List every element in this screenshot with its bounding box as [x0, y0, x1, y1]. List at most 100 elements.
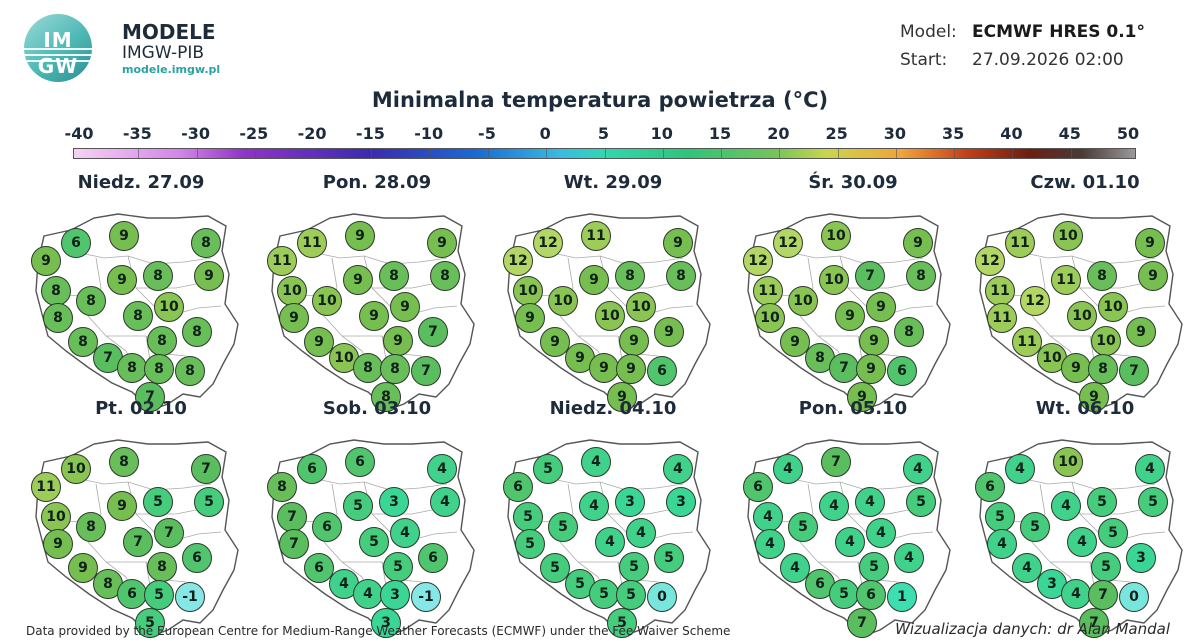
temperature-marker: 4 [663, 454, 693, 484]
temperature-marker: 9 [1061, 353, 1091, 383]
temperature-marker: 9 [383, 326, 413, 356]
temperature-marker: 4 [1067, 527, 1097, 557]
temperature-marker: 1 [887, 582, 917, 612]
temperature-marker: 10 [755, 303, 785, 333]
temperature-marker: 8 [143, 261, 173, 291]
temperature-marker: 4 [1051, 491, 1081, 521]
temperature-marker: 10 [1098, 292, 1128, 322]
forecast-panel: Pon. 28.09 11 11 9 9 8 10 10 9 8 9 9 9 9 7 9 10 8 8 7 8 [262, 172, 492, 412]
panel-date: Pon. 05.10 [798, 398, 908, 419]
temperature-marker: 7 [1079, 608, 1109, 638]
temperature-marker: 8 [144, 354, 174, 384]
temperature-marker: 5 [859, 552, 889, 582]
model-info: Model: ECMWF HRES 0.1° Start: 27.09.2026 0… [900, 22, 1145, 78]
temperature-marker: 6 [297, 454, 327, 484]
temperature-marker: 8 [1088, 354, 1118, 384]
temperature-marker: 9 [1126, 317, 1156, 347]
temperature-marker: 8 [191, 228, 221, 258]
temperature-marker: 5 [1138, 487, 1168, 517]
temperature-marker: 4 [1135, 454, 1165, 484]
temperature-marker: 10 [312, 286, 342, 316]
temperature-marker: 10 [277, 276, 307, 306]
temperature-marker: 4 [1061, 579, 1091, 609]
temperature-marker: 5 [359, 527, 389, 557]
temperature-marker: 4 [773, 454, 803, 484]
temperature-marker: 8 [175, 356, 205, 386]
temperature-marker: 9 [107, 265, 137, 295]
temperature-marker: 5 [829, 579, 859, 609]
brand-block: MODELE IMGW-PIB modele.imgw.pl [122, 20, 220, 76]
colorbar-tick: 5 [597, 124, 610, 143]
forecast-panel: Pon. 05.10 6 4 7 4 5 4 5 4 4 4 4 4 4 4 5 6 5 6 1 7 [738, 398, 968, 638]
data-credit: Data provided by the European Centre for… [26, 624, 731, 638]
temperature-marker: 10 [61, 454, 91, 484]
temperature-marker: 4 [866, 518, 896, 548]
temperature-marker: 11 [1012, 327, 1042, 357]
model-label: Model: [900, 22, 957, 42]
temperature-marker: -1 [411, 582, 441, 612]
temperature-marker: 4 [581, 447, 611, 477]
temperature-marker: 8 [615, 261, 645, 291]
panel-date: Wt. 29.09 [563, 172, 663, 193]
colorbar-tick: -10 [414, 124, 444, 143]
temperature-marker: 4 [579, 491, 609, 521]
temperature-marker: 9 [616, 354, 646, 384]
temperature-marker: 9 [1135, 228, 1165, 258]
temperature-marker: 6 [117, 579, 147, 609]
temperature-marker: 8 [371, 382, 401, 412]
temperature-marker: 9 [390, 292, 420, 322]
temperature-marker: 5 [616, 580, 646, 610]
temperature-marker: 0 [1119, 582, 1149, 612]
temperature-marker: 5 [788, 512, 818, 542]
temperature-marker: 8 [380, 354, 410, 384]
colorbar-tick: 30 [883, 124, 907, 143]
forecast-panel: Czw. 01.10 12 11 10 9 9 11 12 11 8 11 10 10 11 9 10 10 9 8… [970, 172, 1200, 412]
panel-date: Pt. 02.10 [95, 398, 187, 419]
forecast-panel: Wt. 29.09 12 12 11 9 8 10 10 9 8 9 10 10 9 9 9 9 9 9 6 9 [498, 172, 728, 412]
temperature-marker: 5 [143, 487, 173, 517]
temperature-marker: 11 [267, 246, 297, 276]
temperature-marker: 3 [1126, 543, 1156, 573]
temperature-marker: 3 [379, 487, 409, 517]
forecast-panel: Niedz. 04.10 6 5 4 4 3 5 5 4 3 5 4 4 5 5 5 5 5 5 0 5 [498, 398, 728, 638]
temperature-marker: 12 [1020, 286, 1050, 316]
temperature-marker: 11 [985, 276, 1015, 306]
temperature-marker: 5 [548, 512, 578, 542]
temperature-marker: 5 [654, 543, 684, 573]
colorbar-tick: -25 [239, 124, 269, 143]
temperature-marker: 8 [117, 353, 147, 383]
colorbar-tick: 50 [1116, 124, 1140, 143]
logo-text-top: IM [43, 28, 73, 52]
forecast-panel: Pt. 02.10 11 10 8 7 5 10 8 9 5 9 7 7 9 6 8 8 6 5 -1 5 [26, 398, 256, 638]
temperature-marker: 9 [31, 246, 61, 276]
temperature-marker: 3 [615, 487, 645, 517]
colorbar-tick: 25 [825, 124, 848, 143]
temperature-marker: 5 [533, 454, 563, 484]
temperature-marker: 9 [1138, 261, 1168, 291]
temperature-marker: 8 [76, 286, 106, 316]
temperature-marker: 5 [515, 529, 545, 559]
panel-date: Czw. 01.10 [1030, 172, 1140, 193]
brand-url[interactable]: modele.imgw.pl [122, 63, 221, 76]
temperature-marker: 5 [1091, 552, 1121, 582]
temperature-marker: 9 [359, 301, 389, 331]
panel-date: Niedz. 27.09 [77, 172, 205, 193]
temperature-marker: 9 [279, 303, 309, 333]
temperature-marker: 8 [182, 317, 212, 347]
temperature-marker: 8 [68, 327, 98, 357]
temperature-marker: 4 [390, 518, 420, 548]
temperature-marker: 8 [123, 301, 153, 331]
temperature-marker: 5 [513, 502, 543, 532]
brand-name: MODELE [122, 20, 216, 44]
temperature-marker: 10 [154, 292, 184, 322]
temperature-marker: 9 [866, 292, 896, 322]
temperature-marker: 12 [743, 246, 773, 276]
temperature-marker: 6 [887, 356, 917, 386]
temperature-marker: 10 [548, 286, 578, 316]
temperature-marker: 7 [191, 454, 221, 484]
forecast-panel: Sob. 03.10 8 6 6 4 4 7 6 5 3 7 5 4 6 6 5 4 4 3 -1 3 [262, 398, 492, 638]
panel-date: Śr. 30.09 [808, 172, 898, 193]
colorbar-tick: 0 [539, 124, 551, 143]
colorbar-tick: -30 [181, 124, 210, 143]
temperature-marker: 5 [343, 491, 373, 521]
